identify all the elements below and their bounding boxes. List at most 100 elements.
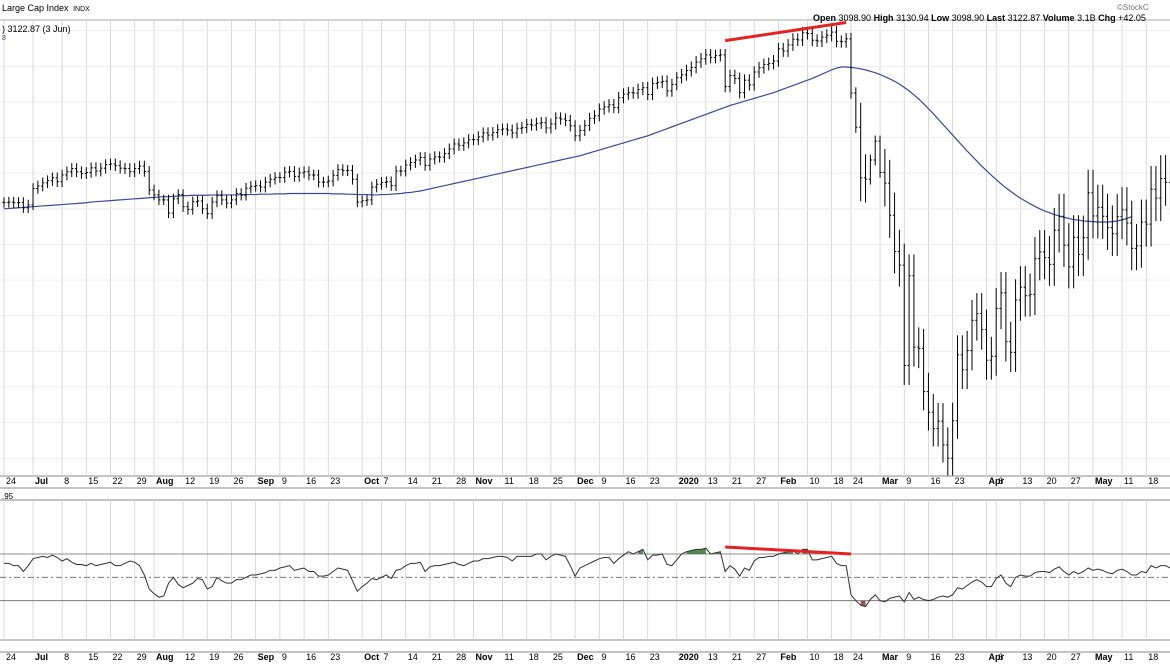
quote-value-volume: 3.1B (1074, 13, 1099, 23)
x-axis-label: 16 (930, 652, 940, 662)
grid (0, 19, 1170, 653)
x-axis-label: 29 (137, 476, 147, 486)
x-axis-label: 11 (505, 476, 514, 486)
x-axis-label: 14 (408, 476, 418, 486)
x-axis-label: May (1095, 652, 1113, 662)
x-axis-label: May (1095, 476, 1113, 486)
x-axis-label: Sep (258, 652, 275, 662)
x-axis-label: Nov (475, 652, 492, 662)
quote-value-chg: +42.05 (1115, 13, 1146, 23)
quote-key-high: High (873, 13, 894, 23)
quote-key-chg: Chg (1098, 13, 1116, 23)
rsi-line (4, 547, 1170, 608)
x-axis-label: 18 (529, 652, 539, 662)
x-axis-label: Oct (364, 652, 379, 662)
x-axis-label: Aug (156, 652, 174, 662)
x-axis-label: 11 (505, 652, 514, 662)
x-axis-label: 8 (64, 652, 69, 662)
x-axis-label: 19 (209, 476, 219, 486)
x-axis-label: 16 (306, 476, 316, 486)
quote-key-open: Open (813, 13, 837, 23)
exchange-code: INDX (73, 6, 90, 13)
x-axis-label: 13 (1022, 652, 1032, 662)
rsi-layer (0, 547, 1170, 608)
x-axis-label: 24 (853, 476, 863, 486)
x-axis-label: 23 (330, 652, 340, 662)
x-axis-label: 15 (88, 476, 98, 486)
x-axis-label: Oct (364, 476, 379, 486)
x-axis-label: 27 (1071, 476, 1081, 486)
ma-legend-fragment: 8 (2, 35, 6, 42)
chart-title-row: Large Cap Index INDX (2, 3, 90, 13)
x-axis-label: Feb (780, 652, 797, 662)
quote-key-low: Low (931, 13, 950, 23)
quote-row: Open 3098.90 High 3130.94 Low 3098.90 La… (813, 13, 1146, 23)
x-axis-label: 16 (626, 652, 636, 662)
moving-average-layer (3, 66, 1132, 223)
x-axis-label: 16 (626, 476, 636, 486)
rsi-overbought-fill (638, 549, 643, 554)
x-axis-label: 22 (112, 476, 122, 486)
quote-value-open: 3098.90 (836, 13, 874, 23)
x-axis-label: 18 (1148, 652, 1158, 662)
x-axis-label: 23 (955, 476, 965, 486)
watermark: ©StockC (1117, 3, 1149, 12)
x-axis-label: Dec (577, 652, 594, 662)
x-axis-label: 24 (6, 652, 16, 662)
price-bars (2, 26, 1170, 476)
x-axis-label: 26 (233, 652, 243, 662)
x-axis-label: 9 (282, 652, 287, 662)
x-axis-label: 10 (809, 652, 819, 662)
x-axis-label: 9 (601, 476, 606, 486)
x-axis-label: 20 (1047, 476, 1057, 486)
x-axis-label: 16 (930, 476, 940, 486)
x-axis-label: 21 (432, 476, 442, 486)
x-axis-label: 18 (834, 652, 844, 662)
x-axis-label: 12 (185, 476, 195, 486)
x-axis-label: 9 (282, 476, 287, 486)
last-price-label: ) 3122.87 (3 Jun) (2, 24, 71, 34)
x-axis-label: 16 (306, 652, 316, 662)
x-axis-label: Apr (989, 476, 1005, 486)
x-axis-label: Aug (156, 476, 174, 486)
x-axis-label: 25 (553, 476, 563, 486)
watermark-icon: © (1117, 3, 1123, 12)
x-axis-label: 22 (112, 652, 122, 662)
quote-value-high: 3130.94 (893, 13, 932, 23)
x-axis-label: 13 (708, 476, 718, 486)
x-axis-label: 2020 (679, 652, 699, 662)
x-axis-label: Feb (780, 476, 797, 486)
x-axis-label: 27 (756, 652, 766, 662)
x-axis-label: 13 (1022, 476, 1032, 486)
x-axis-label: 27 (1071, 652, 1081, 662)
x-axis-label: 21 (732, 476, 742, 486)
x-axis-labels: 24 24 Jul Jul 8 8 15 15 22 22 29 29 Aug Aug 12 12 19 19 26… (6, 476, 1158, 662)
x-axis-label: Sep (258, 476, 275, 486)
x-axis-label: 19 (209, 652, 219, 662)
x-axis-label: 23 (650, 476, 660, 486)
x-axis-label: 23 (330, 476, 340, 486)
x-axis-label: 9 (906, 652, 911, 662)
x-axis-label: 2020 (679, 476, 699, 486)
x-axis-label: 12 (185, 652, 195, 662)
quote-key-last: Last (986, 13, 1006, 23)
rsi-legend-fragment: .95 (2, 492, 14, 501)
x-axis-label: 13 (708, 652, 718, 662)
x-axis-label: 7 (384, 652, 389, 662)
chart-title: Large Cap Index (2, 3, 69, 13)
quote-value-last: 3122.87 (1005, 13, 1043, 23)
x-axis-label: Mar (882, 652, 899, 662)
price-trendline (724, 21, 847, 43)
x-axis-label: 7 (384, 476, 389, 486)
x-axis-label: Mar (882, 476, 899, 486)
x-axis-label: 10 (809, 476, 819, 486)
moving-average-line (3, 66, 1132, 223)
x-axis-label: 11 (1124, 652, 1133, 662)
x-axis-label: 24 (6, 476, 16, 486)
x-axis-label: 8 (64, 476, 69, 486)
x-axis-label: 20 (1047, 652, 1057, 662)
x-axis-label: 18 (1148, 476, 1158, 486)
x-axis-label: 21 (432, 652, 442, 662)
